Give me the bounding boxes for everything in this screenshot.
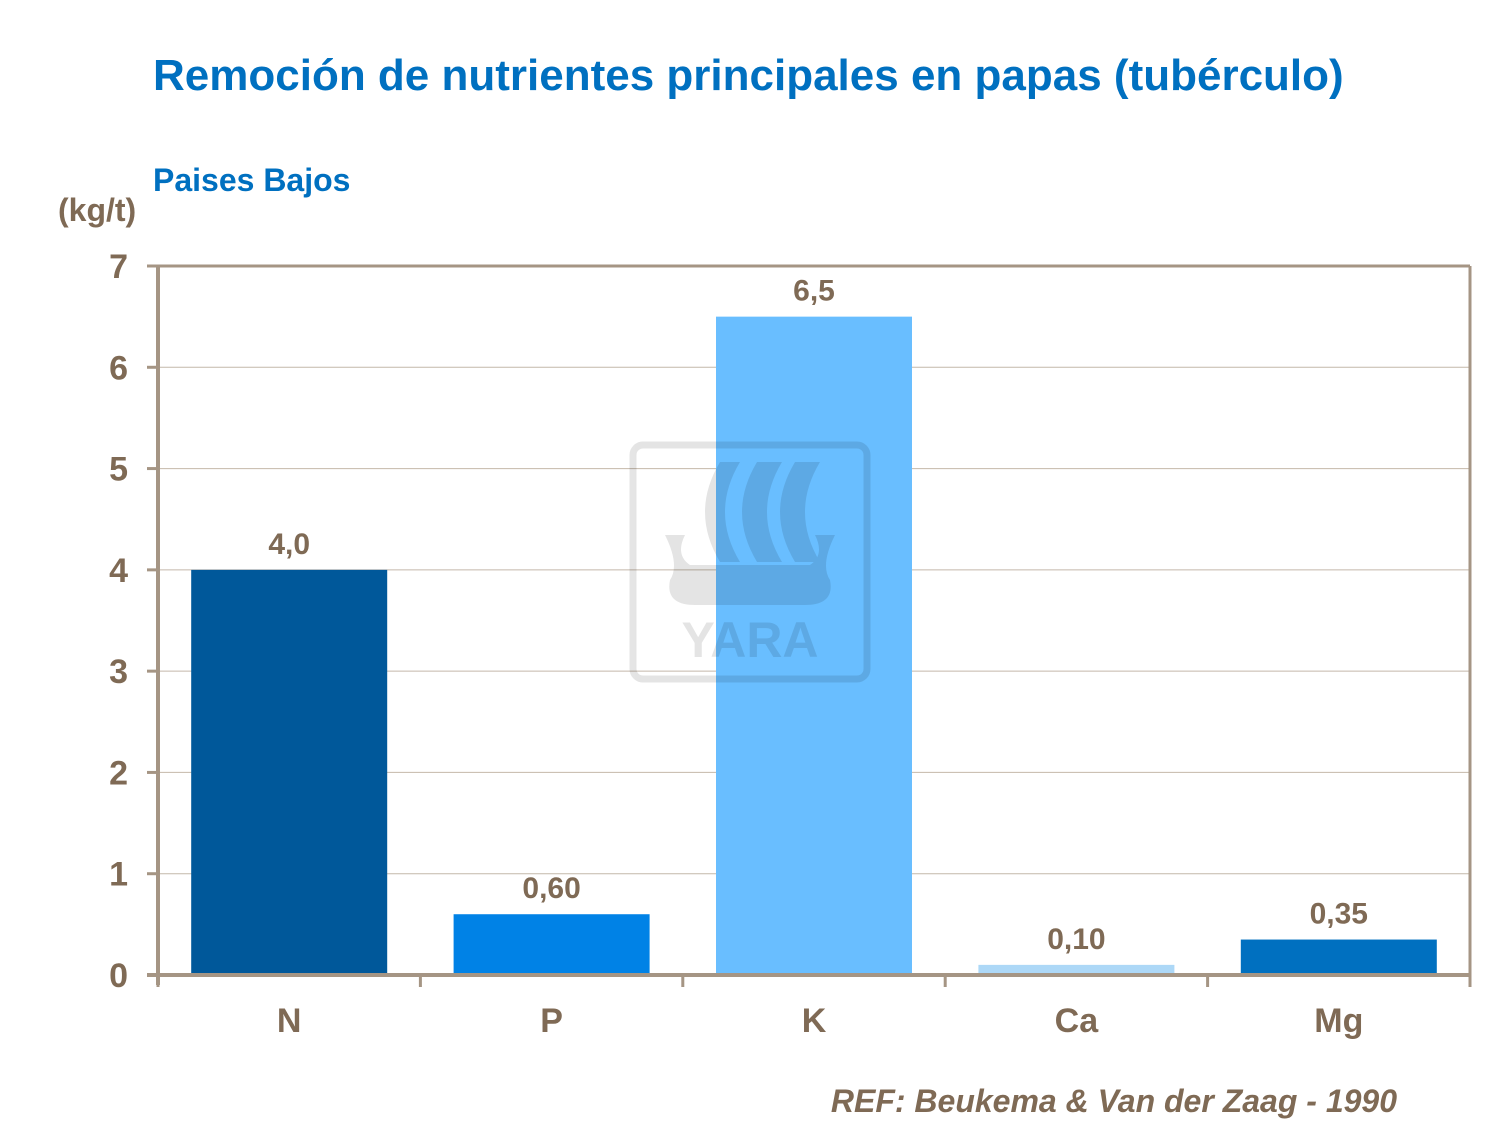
- svg-text:YARA: YARA: [681, 612, 818, 668]
- data-label: 0,10: [1047, 923, 1105, 956]
- source-reference: REF: Beukema & Van der Zaag - 1990: [830, 1083, 1397, 1119]
- bar-k: [716, 316, 912, 976]
- y-tick-label: 3: [109, 653, 128, 691]
- bar-ca: [978, 964, 1175, 975]
- data-label: 0,60: [522, 872, 580, 905]
- y-tick-label: 4: [109, 552, 128, 590]
- chart-subtitle: Paises Bajos: [153, 162, 351, 198]
- y-tick-label: 7: [109, 248, 128, 286]
- y-axis-unit-label: (kg/t): [58, 192, 137, 228]
- y-tick-label: 2: [109, 754, 128, 792]
- chart-title: Remoción de nutrientes principales en pa…: [153, 51, 1344, 100]
- yara-logo-watermark: YARA: [629, 441, 871, 683]
- x-tick-label: N: [277, 1002, 302, 1040]
- bar-mg: [1240, 939, 1437, 975]
- y-tick-label: 0: [109, 957, 128, 995]
- y-tick-label: 6: [109, 349, 128, 387]
- data-label: 4,0: [268, 528, 310, 561]
- x-tick-label: Mg: [1314, 1002, 1363, 1040]
- data-label: 0,35: [1310, 898, 1368, 931]
- y-tick-label: 1: [109, 856, 128, 894]
- x-tick-label: K: [802, 1002, 827, 1040]
- y-tick-label: 5: [109, 451, 128, 489]
- bar-p: [453, 914, 650, 975]
- data-label: 6,5: [793, 275, 835, 308]
- x-tick-label: Ca: [1055, 1002, 1100, 1040]
- bar-n: [191, 569, 388, 975]
- x-tick-label: P: [540, 1002, 563, 1040]
